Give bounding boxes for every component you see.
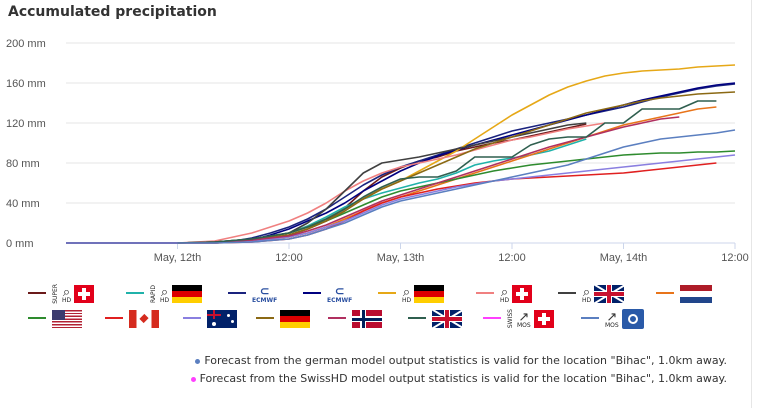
x-tick-label: 12:00	[498, 252, 526, 264]
series-swatch	[378, 292, 396, 294]
ecmwf-logo-icon: ⊂ ECMWF	[252, 283, 278, 304]
y-tick-label: 160 mm	[6, 78, 46, 90]
ecmwf-logo-icon: ⊂ ECMWF	[327, 283, 353, 304]
flag-icon	[432, 310, 462, 328]
model-logo	[432, 307, 462, 331]
hd-label: HD	[500, 296, 510, 304]
model-logo	[280, 307, 310, 331]
ecmwf-label: ECMWF	[252, 296, 278, 304]
flag-icon	[512, 285, 533, 303]
note-swiss-mos: Forecast from the SwissHD model output s…	[190, 370, 727, 388]
flag-icon	[680, 285, 712, 303]
model-logo	[352, 307, 382, 331]
precipitation-chart: 0 mm 40 mm 80 mm 120 mm 160 mm 200 mm May, 12t…	[6, 38, 749, 264]
series-swatch	[483, 317, 501, 319]
model-logo: ↗ MOS	[605, 307, 644, 331]
y-tick-label: 0 mm	[6, 238, 34, 250]
chart-title: Accumulated precipitation	[8, 4, 217, 20]
series-swatch	[581, 317, 599, 319]
series-swatch	[256, 317, 274, 319]
flag-icon	[414, 285, 445, 303]
series-swatch	[28, 317, 46, 319]
flag-icon	[207, 310, 237, 328]
model-tag: RAPID	[150, 284, 157, 304]
series-swatch	[303, 292, 321, 294]
series-line	[66, 129, 736, 244]
model-logo	[52, 307, 82, 331]
flag-icon	[533, 310, 554, 328]
bullet-icon	[195, 358, 201, 364]
panel-border	[751, 0, 752, 408]
notes: Forecast from the german model output st…	[190, 352, 727, 388]
model-logo	[129, 307, 159, 331]
series-swatch	[105, 317, 123, 319]
flag-icon	[352, 310, 382, 328]
series-swatch	[656, 292, 674, 294]
magnifier-icon: ⌕	[402, 283, 411, 299]
x-tick-label: May, 12th	[154, 252, 202, 264]
model-logo: RAPID ⌕ HD	[150, 282, 203, 306]
x-tick-label: May, 14th	[600, 252, 648, 264]
flag-icon	[172, 285, 203, 303]
flag-icon	[594, 285, 625, 303]
model-logo: ⌕ HD	[402, 282, 445, 306]
x-tick-label: May, 13th	[377, 252, 425, 264]
y-tick-label: 40 mm	[6, 198, 40, 210]
model-logo: ⌕ HD	[500, 282, 533, 306]
hd-label: HD	[62, 296, 72, 304]
series-swatch	[228, 292, 246, 294]
model-logo: ⌕ HD	[582, 282, 625, 306]
series-swatch	[28, 292, 46, 294]
mos-chart-icon: ↗	[606, 308, 618, 324]
flag-icon	[52, 310, 82, 328]
series-line	[66, 106, 717, 244]
y-tick-label: 200 mm	[6, 38, 46, 50]
series-line	[66, 100, 717, 244]
x-tick-label: 12:00	[721, 252, 749, 264]
note-german-mos: Forecast from the german model output st…	[191, 352, 727, 370]
ecmwf-label: ECMWF	[327, 296, 353, 304]
flag-icon	[280, 310, 310, 328]
note-text: Forecast from the SwissHD model output s…	[199, 372, 727, 385]
hd-label: HD	[160, 296, 170, 304]
mos-chart-icon: ↗	[518, 308, 530, 324]
mos-label: MOS	[605, 321, 619, 329]
hd-label: HD	[582, 296, 592, 304]
x-tick-label: 12:00	[275, 252, 303, 264]
series-swatch	[408, 317, 426, 319]
note-text: Forecast from the german model output st…	[204, 354, 727, 367]
series-swatch	[558, 292, 576, 294]
series-swatch	[183, 317, 201, 319]
magnifier-icon: ⌕	[62, 283, 71, 299]
flag-icon	[129, 310, 159, 328]
series-swatch	[476, 292, 494, 294]
model-logo: SUPER ⌕ HD	[52, 282, 95, 306]
flag-icon	[74, 285, 95, 303]
series-line	[66, 91, 736, 244]
model-logo	[207, 307, 237, 331]
model-logo	[680, 282, 712, 306]
y-tick-label: 80 mm	[6, 158, 40, 170]
model-logo: ⊂ ECMWF	[327, 282, 352, 306]
model-logo: ⊂ ECMWF	[252, 282, 277, 306]
series-line	[66, 82, 736, 244]
series-line	[66, 116, 680, 244]
bullet-icon	[190, 376, 196, 382]
series-line	[66, 154, 736, 244]
mos-label: MOS	[517, 321, 531, 329]
magnifier-icon: ⌕	[582, 283, 591, 299]
y-tick-label: 120 mm	[6, 118, 46, 130]
model-logo: SWISS ↗ MOS	[507, 307, 554, 331]
hd-label: HD	[402, 296, 412, 304]
model-tag: SUPER	[52, 284, 59, 304]
series-swatch	[126, 292, 144, 294]
series-swatch	[328, 317, 346, 319]
magnifier-icon: ⌕	[500, 283, 509, 299]
magnifier-icon: ⌕	[160, 283, 169, 299]
model-tag: SWISS	[507, 309, 514, 329]
series-line	[66, 122, 606, 244]
flag-icon	[621, 309, 644, 329]
